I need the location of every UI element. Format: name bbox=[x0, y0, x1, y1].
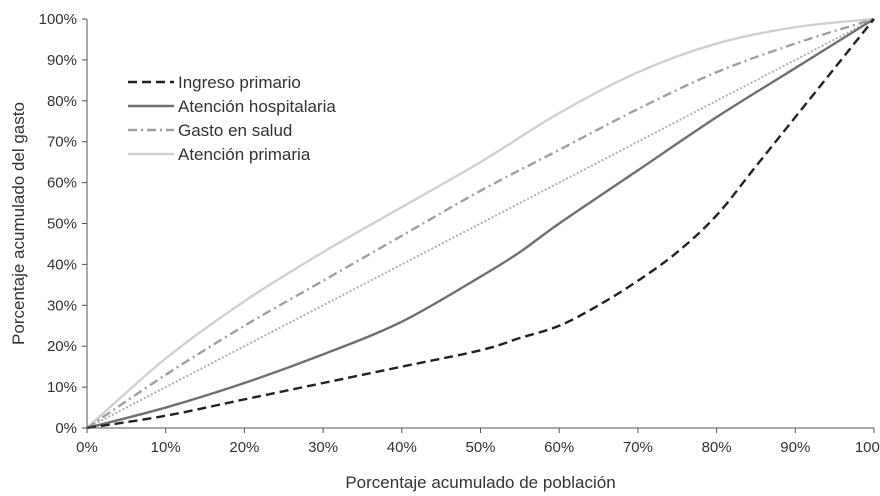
x-tick-label: 100% bbox=[855, 439, 880, 456]
series-line-atenci-n-primaria bbox=[86, 17, 875, 429]
legend-label: Gasto en salud bbox=[178, 121, 292, 140]
y-tick-label: 30% bbox=[47, 297, 77, 314]
x-axis-title: Porcentaje acumulado de población bbox=[345, 473, 615, 492]
y-tick-label: 90% bbox=[47, 52, 77, 69]
legend-label: Atención hospitalaria bbox=[178, 97, 336, 116]
y-tick-label: 70% bbox=[47, 134, 77, 151]
x-tick-label: 30% bbox=[308, 439, 338, 456]
series-line-ingreso-primario bbox=[86, 18, 875, 430]
y-tick-label: 80% bbox=[47, 93, 77, 110]
axes: 0% 10% 20% 30% 40% 50% 60% 70% 80% 90% 100% 0% 10% 20… bbox=[39, 11, 880, 456]
legend-label: Atención primaria bbox=[178, 145, 311, 164]
y-tick-label: 0% bbox=[55, 420, 77, 437]
y-tick-label: 50% bbox=[47, 216, 77, 233]
y-tick-label: 10% bbox=[47, 379, 77, 396]
x-tick-label: 70% bbox=[623, 439, 653, 456]
y-axis-title: Porcentaje acumulado del gasto bbox=[9, 102, 28, 345]
x-tick-label: 10% bbox=[151, 439, 181, 456]
x-tick-label: 90% bbox=[780, 439, 810, 456]
legend-label: Ingreso primario bbox=[178, 73, 301, 92]
series-line-atenci-n-hospitalaria bbox=[86, 17, 875, 430]
x-tick-label: 50% bbox=[465, 439, 495, 456]
x-tick-label: 40% bbox=[387, 439, 417, 456]
series-line-gasto-en-salud bbox=[86, 17, 875, 429]
x-tick-label: 60% bbox=[544, 439, 574, 456]
x-tick-label: 80% bbox=[702, 439, 732, 456]
y-tick-label: 100% bbox=[39, 11, 77, 28]
y-tick-label: 40% bbox=[47, 256, 77, 273]
y-tick-label: 60% bbox=[47, 175, 77, 192]
legend: Ingreso primario Atención hospitalaria Gas… bbox=[128, 73, 336, 164]
x-tick-label: 20% bbox=[229, 439, 259, 456]
plot-area bbox=[86, 17, 875, 430]
y-tick-label: 20% bbox=[47, 338, 77, 355]
x-tick-label: 0% bbox=[76, 439, 98, 456]
